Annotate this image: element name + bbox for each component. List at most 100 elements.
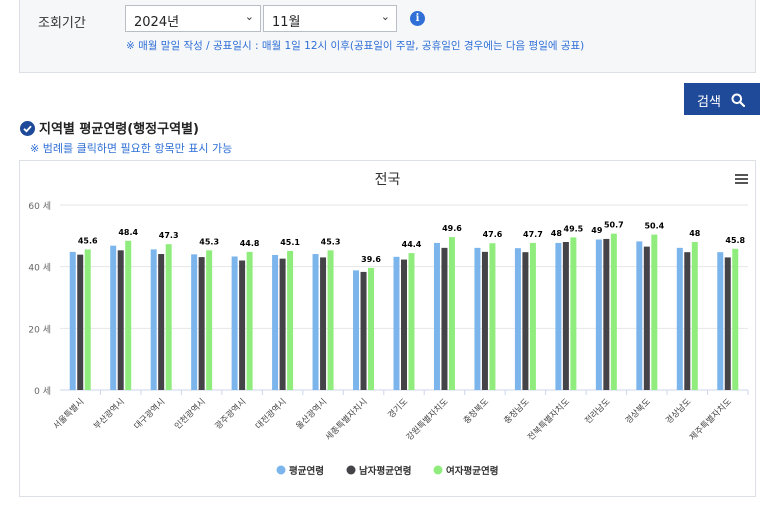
bar[interactable] — [246, 251, 253, 390]
legend-item[interactable]: 평균연령 — [276, 465, 324, 477]
bar[interactable] — [117, 250, 124, 390]
x-tick-label: 전라남도 — [583, 396, 613, 426]
bar[interactable] — [239, 260, 246, 391]
bar-chart: 0 세 20 세 40 세 60 세 45.6 48.4 47.3 45.3 44.8 45.1… — [28, 201, 749, 477]
x-tick-label: 충청남도 — [502, 397, 531, 426]
bar[interactable] — [408, 253, 415, 390]
legend-item[interactable]: 남자평균연령 — [346, 465, 412, 477]
bar[interactable] — [272, 254, 279, 390]
x-tick-label: 광주광역시 — [213, 396, 248, 431]
bar[interactable] — [231, 256, 238, 390]
data-label: 47.3 — [159, 231, 179, 240]
bar[interactable] — [198, 257, 205, 390]
bar[interactable] — [603, 238, 610, 390]
bar[interactable] — [125, 240, 132, 390]
x-tick-label: 부산광역시 — [91, 396, 126, 431]
bar[interactable] — [77, 254, 84, 390]
bar[interactable] — [191, 254, 198, 390]
legend-item[interactable]: 여자평균연령 — [433, 465, 499, 477]
bar[interactable] — [651, 234, 658, 390]
bar[interactable] — [732, 248, 739, 390]
x-tick-label: 강원특별자치도 — [404, 396, 451, 443]
data-label: 45.8 — [725, 236, 745, 245]
bar[interactable] — [684, 252, 691, 390]
y-tick-label: 60 세 — [28, 201, 51, 212]
month-select[interactable]: 11월 ⌄ — [263, 5, 397, 32]
bar[interactable] — [150, 249, 157, 390]
bar[interactable] — [368, 267, 375, 390]
info-icon[interactable]: i — [410, 11, 425, 26]
x-tick-label: 경기도 — [386, 396, 410, 420]
legend-label: 남자평균연령 — [359, 465, 411, 477]
x-tick-label: 경상남도 — [664, 396, 694, 426]
data-label: 44.8 — [240, 239, 260, 248]
bar[interactable] — [529, 242, 536, 390]
bar[interactable] — [610, 233, 617, 390]
bar[interactable] — [489, 243, 496, 390]
section-title-text: 지역별 평균연령(행정구역별) — [39, 122, 199, 137]
bar[interactable] — [562, 242, 569, 390]
bar[interactable] — [643, 246, 650, 390]
legend-label: 평균연령 — [289, 465, 324, 477]
x-tick-label: 전북특별자치도 — [526, 396, 573, 443]
bar[interactable] — [327, 250, 334, 390]
year-select[interactable]: 2024년 ⌄ — [125, 5, 261, 32]
bar[interactable] — [84, 249, 91, 390]
data-label: 45.3 — [199, 237, 219, 246]
data-label: 45.6 — [78, 236, 98, 245]
data-label: 48 — [689, 229, 701, 238]
bar[interactable] — [320, 257, 327, 390]
period-label: 조회기간 — [38, 16, 86, 31]
search-button[interactable]: 검색 — [684, 83, 760, 115]
bar[interactable] — [441, 247, 448, 390]
bar[interactable] — [158, 254, 165, 390]
bar[interactable] — [595, 239, 602, 390]
data-label: 39.6 — [361, 255, 381, 264]
x-tick-label: 서울특별시 — [51, 396, 86, 431]
bar[interactable] — [676, 247, 683, 390]
data-label: 45.1 — [280, 238, 300, 247]
bar[interactable] — [401, 259, 407, 390]
bar[interactable] — [279, 258, 286, 390]
bar[interactable] — [312, 254, 319, 390]
y-tick-label: 40 세 — [28, 263, 51, 274]
bar[interactable] — [570, 237, 577, 390]
legend-marker — [276, 465, 286, 475]
bar[interactable] — [165, 244, 172, 390]
bar[interactable] — [474, 247, 481, 390]
chart-container: 전국 0 세 20 세 40 세 60 세 45.6 48.4 47.3 45.3 44.8 4… — [19, 160, 756, 497]
bar[interactable] — [448, 237, 455, 390]
data-label: 50.7 — [604, 221, 624, 230]
year-select-value: 2024년 — [134, 15, 180, 30]
data-label: 44.4 — [402, 240, 422, 249]
bar[interactable] — [360, 271, 367, 390]
bar[interactable] — [481, 251, 488, 390]
data-label: 48.4 — [118, 228, 138, 237]
x-tick-label: 제주특별자치도 — [687, 396, 734, 443]
bar[interactable] — [717, 252, 724, 390]
bar[interactable] — [724, 257, 731, 390]
x-tick-label: 충청북도 — [462, 397, 491, 426]
legend-marker — [433, 465, 443, 475]
hamburger-menu-icon[interactable] — [735, 174, 748, 186]
bar[interactable] — [110, 245, 117, 390]
check-circle-icon — [20, 121, 35, 136]
month-select-value: 11월 — [272, 15, 301, 30]
bar[interactable] — [433, 242, 440, 390]
search-icon — [731, 93, 745, 107]
bar[interactable] — [522, 252, 529, 390]
bar[interactable] — [206, 250, 213, 390]
bar[interactable] — [69, 251, 76, 390]
publication-notice: ※ 매월 말일 작성 / 공표일시 : 매월 1일 12시 이후(공표일이 주말… — [126, 40, 585, 52]
bar[interactable] — [393, 256, 400, 390]
bar[interactable] — [353, 270, 360, 390]
filter-panel: 조회기간 2024년 ⌄ 11월 ⌄ i ※ 매월 말일 작성 / 공표일시 :… — [19, 0, 756, 73]
chevron-down-icon: ⌄ — [380, 10, 390, 23]
x-tick-label: 경상북도 — [623, 396, 653, 426]
bar[interactable] — [636, 241, 643, 390]
bar[interactable] — [514, 248, 521, 390]
section-title: 지역별 평균연령(행정구역별) — [20, 118, 199, 137]
bar[interactable] — [555, 242, 562, 390]
bar[interactable] — [691, 242, 698, 390]
bar[interactable] — [287, 250, 294, 390]
